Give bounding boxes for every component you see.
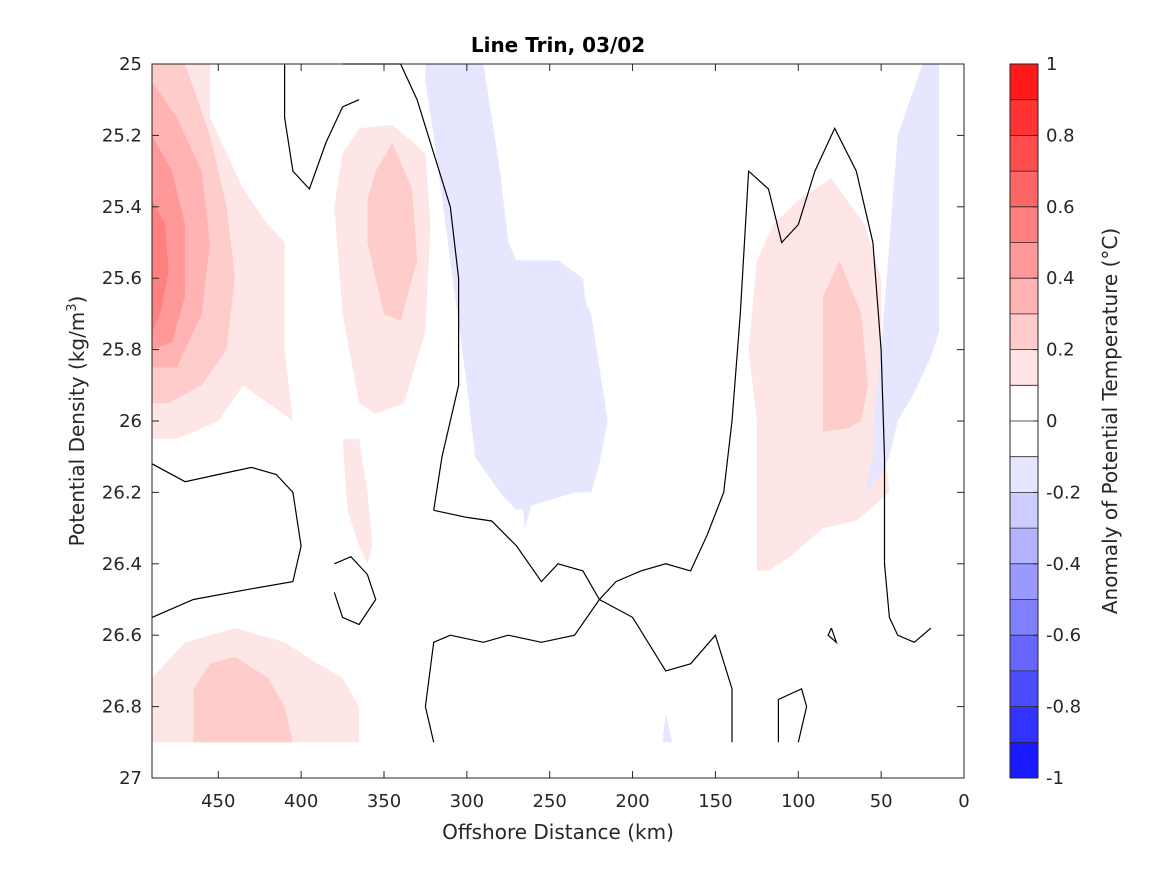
zero-contour-line-0: [342, 63, 460, 511]
y-tick-label: 25.2: [102, 125, 142, 146]
x-tick-label: 50: [870, 791, 893, 812]
y-tick-label: 25.6: [102, 268, 142, 289]
colorbar-band: [1010, 349, 1038, 386]
y-tick-label: 26.2: [102, 482, 142, 503]
y-tick-label: 26.8: [102, 697, 142, 718]
colorbar-tick-label: 0.6: [1046, 197, 1075, 218]
zero-contour-line-5: [433, 126, 932, 643]
y-tick-label: 25: [119, 54, 142, 75]
y-axis-label-sup: 3: [65, 303, 80, 311]
zero-contour-line-3: [333, 555, 377, 626]
colorbar-band: [1010, 313, 1038, 351]
x-tick-label: 250: [533, 791, 567, 812]
colorbar-tick-label: 0.8: [1046, 125, 1075, 146]
colorbar-band: [1010, 135, 1038, 172]
chart-title: Line Trin, 03/02: [471, 33, 645, 57]
x-tick-label: 100: [781, 791, 815, 812]
colorbar-band: [1010, 742, 1038, 779]
x-tick-label: 0: [958, 791, 969, 812]
colorbar-band: [1010, 64, 1038, 101]
colorbar-band: [1010, 242, 1038, 279]
y-axis-label: Potential Density (kg/m3): [65, 296, 89, 547]
colorbar-tick-label: 0.2: [1046, 340, 1075, 361]
colorbar-tick-label: -0.6: [1046, 625, 1081, 646]
colorbar-band: [1010, 278, 1038, 315]
colorbar-tick-label: 0.4: [1046, 268, 1075, 289]
colorbar-band: [1010, 171, 1038, 208]
contour-region-11: [748, 178, 890, 571]
zero-contour-line-6: [777, 687, 808, 743]
colorbar-band: [1010, 206, 1038, 243]
x-tick-label: 450: [201, 791, 235, 812]
colorbar-band: [1010, 492, 1038, 529]
colorbar-band: [1010, 599, 1038, 636]
contour-region-17: [662, 713, 673, 743]
colorbar-tick-label: -0.2: [1046, 482, 1081, 503]
contour-region-6: [367, 142, 418, 321]
x-tick-label: 350: [367, 791, 401, 812]
y-tick-label: 26.4: [102, 554, 142, 575]
contour-region-12: [823, 260, 868, 432]
x-axis-label: Offshore Distance (km): [442, 820, 674, 844]
contour-lines: [151, 63, 932, 743]
contour-region-16: [864, 64, 940, 493]
x-axis: 450 400 350 300 250 200 150 100 50 0: [201, 64, 970, 812]
y-tick-label: 26.6: [102, 625, 142, 646]
colorbar-tick-label: 1: [1046, 54, 1057, 75]
contour-fills: [152, 64, 940, 743]
y-tick-label: 25.4: [102, 197, 142, 218]
y-axis: 25 25.2 25.4 25.6 25.8 26 26.2 26.4 26.6 26.8 27: [102, 54, 964, 789]
y-tick-label: 27: [119, 768, 142, 789]
contour-region-10: [350, 735, 360, 743]
zero-contour-line-2: [151, 463, 302, 618]
x-tick-label: 400: [284, 791, 318, 812]
zero-contour-line-4: [424, 598, 733, 743]
colorbar-band: [1010, 670, 1038, 708]
colorbar-band: [1010, 706, 1038, 743]
y-tick-label: 25.8: [102, 340, 142, 361]
x-tick-label: 150: [698, 791, 732, 812]
colorbar-band: [1010, 563, 1038, 600]
colorbar-tick-label: -0.8: [1046, 697, 1081, 718]
colorbar-tick-label: -0.4: [1046, 554, 1081, 575]
contour-region-7: [342, 438, 373, 564]
contour-region-4: [152, 199, 169, 332]
colorbar-band: [1010, 456, 1038, 493]
contour-region-9: [193, 656, 293, 743]
zero-contour-line-1: [284, 64, 360, 191]
colorbar-band: [1010, 635, 1038, 672]
colorbar: 1 0.8 0.6 0.4 0.2 0 -0.2 -0.4 -0.6 -0.8 -1: [1009, 54, 1081, 789]
colorbar-band: [1010, 528, 1038, 565]
x-tick-label: 200: [615, 791, 649, 812]
colorbar-band: [1010, 385, 1038, 422]
colorbar-band: [1010, 421, 1038, 458]
y-axis-label-close: ): [65, 296, 89, 304]
zero-contour-line-7: [827, 627, 838, 645]
y-axis-label-main: Potential Density (kg/m: [65, 312, 89, 547]
colorbar-band: [1010, 99, 1038, 136]
colorbar-label: Anomaly of Potential Temperature (°C): [1098, 228, 1122, 614]
colorbar-tick-label: 0: [1046, 411, 1057, 432]
contour-region-15: [425, 64, 597, 511]
colorbar-tick-label: -1: [1046, 768, 1064, 789]
y-tick-label: 26: [119, 411, 142, 432]
x-tick-label: 300: [450, 791, 484, 812]
